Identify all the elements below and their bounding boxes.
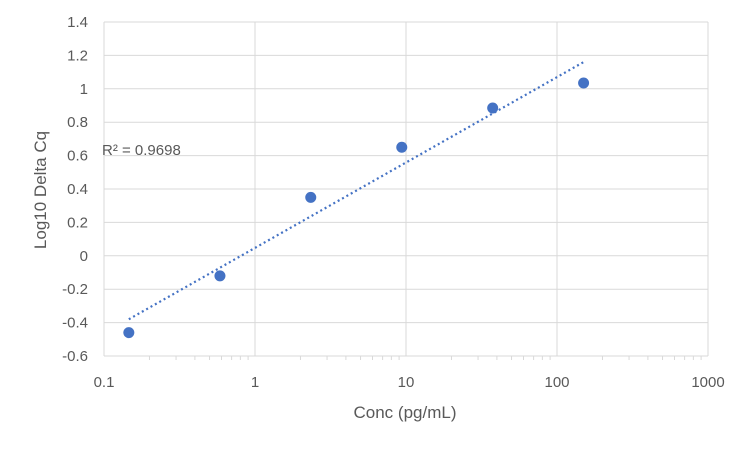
y-tick-label: -0.4 — [62, 315, 88, 332]
y-tick-label: 0.2 — [67, 214, 88, 231]
x-tick-label: 1 — [251, 374, 259, 391]
x-axis-title: Conc (pg/mL) — [354, 403, 457, 422]
y-tick-label: 0.4 — [67, 181, 88, 198]
y-tick-label: -0.2 — [62, 281, 88, 298]
data-point — [214, 270, 226, 282]
data-point — [578, 77, 590, 89]
y-tick-label: 1.2 — [67, 47, 88, 64]
y-tick-label: 1 — [80, 81, 88, 98]
r-squared-annotation: R² = 0.9698 — [102, 142, 181, 159]
trendline — [128, 61, 585, 321]
grid — [103, 21, 709, 360]
trendline-group — [128, 61, 585, 321]
y-tick-labels: -0.6 -0.4 -0.2 0 0.2 0.4 0.6 0.8 1 1.2 1.4 — [62, 14, 88, 365]
x-tick-labels: 0.1 1 10 100 1000 — [94, 374, 725, 391]
x-tick-label: 1000 — [691, 374, 724, 391]
y-tick-label: 0 — [80, 248, 88, 265]
data-point — [396, 141, 408, 153]
y-tick-label: 1.4 — [67, 14, 88, 31]
y-tick-label: 0.6 — [67, 148, 88, 165]
y-tick-label: -0.6 — [62, 348, 88, 365]
x-tick-label: 100 — [544, 374, 569, 391]
data-point — [123, 327, 135, 339]
data-point — [305, 191, 317, 203]
data-point — [487, 102, 499, 114]
x-tick-label: 0.1 — [94, 374, 115, 391]
x-tick-label: 10 — [398, 374, 415, 391]
y-axis-title: Log10 Delta Cq — [31, 131, 50, 249]
y-tick-label: 0.8 — [67, 114, 88, 131]
data-points — [123, 77, 590, 339]
